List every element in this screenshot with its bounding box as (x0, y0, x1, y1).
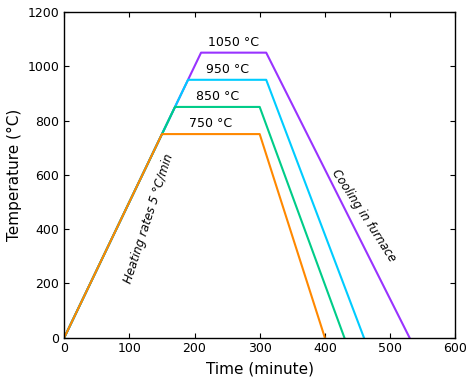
Text: 1050 °C: 1050 °C (208, 36, 259, 49)
Text: Cooling in furnace: Cooling in furnace (329, 167, 399, 264)
Text: 850 °C: 850 °C (196, 90, 239, 103)
Text: 950 °C: 950 °C (206, 63, 248, 76)
Text: Heating rates 5 °C/min: Heating rates 5 °C/min (122, 152, 176, 285)
Y-axis label: Temperature (°C): Temperature (°C) (7, 109, 22, 241)
X-axis label: Time (minute): Time (minute) (206, 361, 314, 376)
Text: 750 °C: 750 °C (189, 117, 232, 130)
